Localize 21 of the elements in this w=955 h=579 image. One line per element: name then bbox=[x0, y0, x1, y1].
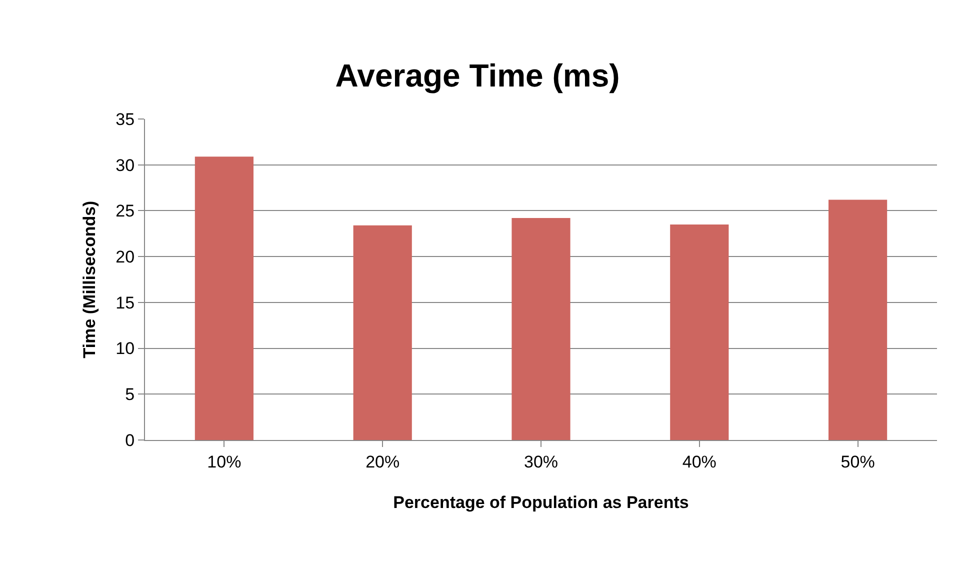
chart-title: Average Time (ms) bbox=[335, 57, 620, 94]
bar bbox=[828, 200, 888, 440]
y-tick-label: 0 bbox=[125, 430, 135, 450]
bar bbox=[670, 224, 729, 440]
y-tick-label: 30 bbox=[116, 156, 135, 175]
x-tick-label: 30% bbox=[524, 452, 558, 472]
bar bbox=[194, 156, 254, 440]
y-tick-label: 25 bbox=[116, 202, 135, 221]
y-tick-label: 15 bbox=[116, 293, 135, 312]
x-tick-label: 40% bbox=[682, 452, 716, 472]
x-tick-label: 10% bbox=[207, 452, 242, 472]
y-tick-label: 20 bbox=[116, 248, 135, 267]
y-tick-label: 10 bbox=[116, 339, 135, 358]
x-tick-label: 50% bbox=[840, 452, 875, 472]
y-axis-title: Time (Milliseconds) bbox=[80, 200, 100, 358]
bar bbox=[353, 225, 412, 440]
x-tick-label: 20% bbox=[366, 452, 400, 472]
bar bbox=[512, 218, 570, 440]
x-axis-title: Percentage of Population as Parents bbox=[393, 492, 689, 512]
y-tick-label: 5 bbox=[125, 385, 135, 404]
y-tick-label: 35 bbox=[116, 110, 135, 129]
